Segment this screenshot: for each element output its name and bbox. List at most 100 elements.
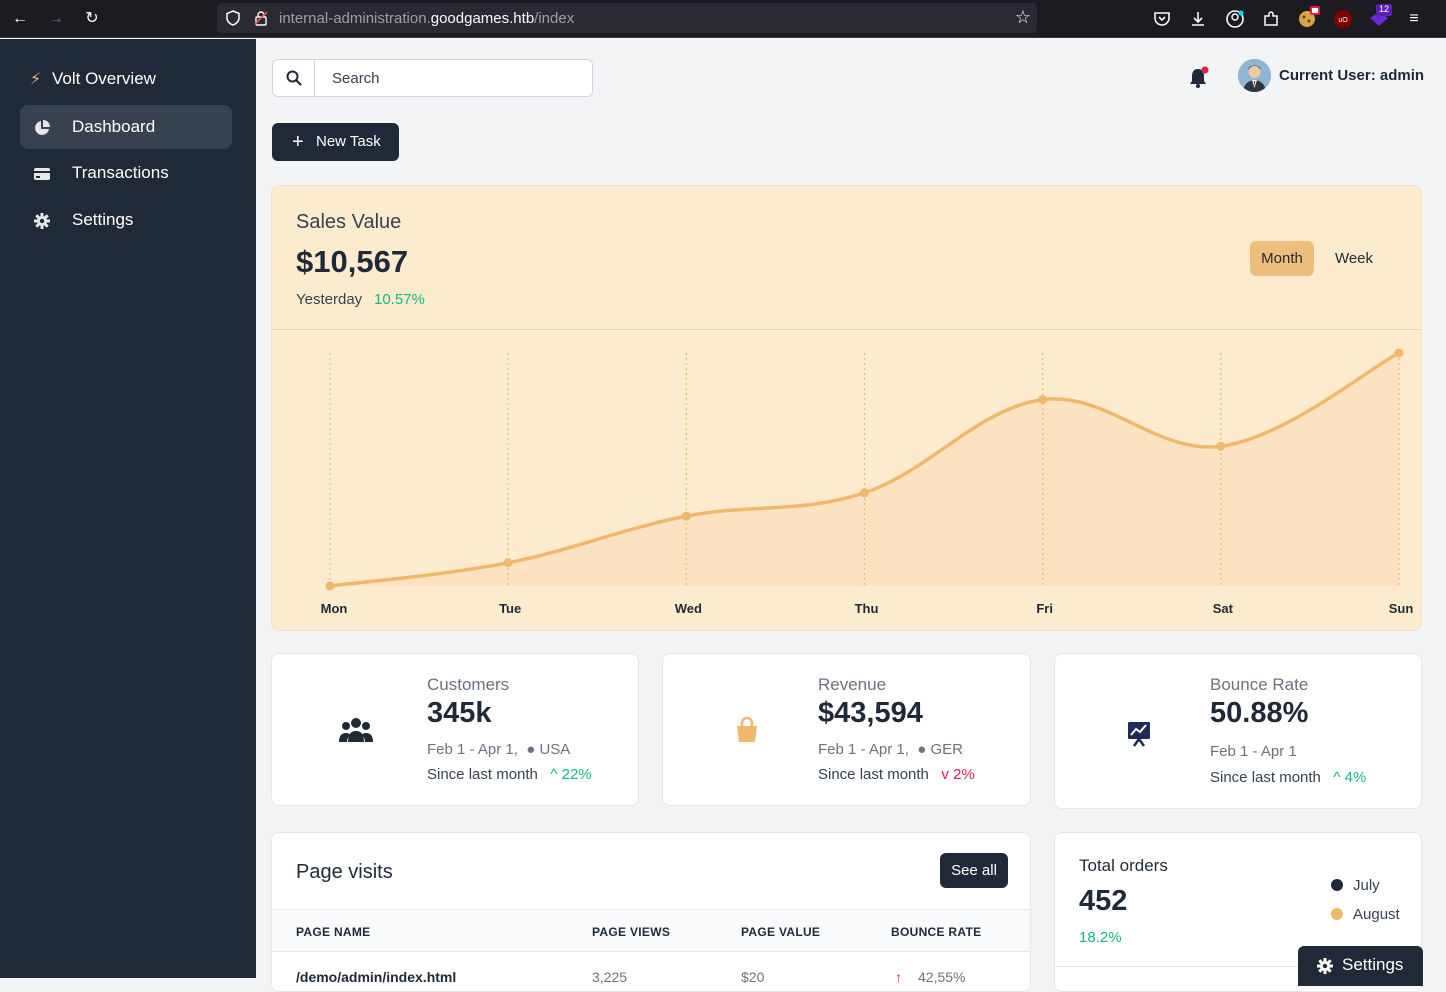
stat-title: Revenue bbox=[818, 675, 887, 694]
see-all-button[interactable]: See all bbox=[940, 853, 1008, 888]
bookmark-star-icon[interactable]: ☆ bbox=[1014, 7, 1031, 27]
lightning-bolt-icon: ⚡ bbox=[30, 71, 42, 88]
sales-title: Sales Value bbox=[296, 211, 402, 233]
sidebar-item-transactions[interactable]: Transactions bbox=[20, 151, 232, 195]
stat-title: Customers bbox=[427, 675, 510, 694]
table-cell-value: $20 bbox=[741, 969, 765, 985]
settings-floating-button[interactable]: Settings bbox=[1298, 946, 1423, 986]
sales-value: $10,567 bbox=[296, 244, 409, 279]
globe-icon: ● bbox=[917, 741, 927, 758]
forward-arrow-icon[interactable]: → bbox=[48, 10, 64, 27]
column-header: BOUNCE RATE bbox=[891, 925, 982, 939]
account-icon[interactable] bbox=[1225, 9, 1245, 29]
chevron-up-icon: ^ bbox=[550, 766, 558, 783]
sidebar-item-label: Transactions bbox=[72, 163, 169, 182]
shield-icon bbox=[226, 10, 240, 26]
brand-link[interactable]: ⚡ Volt Overview bbox=[30, 69, 156, 89]
notification-bell-icon[interactable] bbox=[1186, 66, 1210, 90]
legend-dot bbox=[1331, 879, 1343, 891]
stat-since: Since last month ^ 22% bbox=[427, 766, 592, 783]
table-header: PAGE NAME PAGE VIEWS PAGE VALUE BOUNCE R… bbox=[272, 909, 1030, 952]
ublock-icon[interactable]: uO bbox=[1333, 9, 1353, 29]
chart-point-mon bbox=[325, 581, 335, 591]
cookie-extension-icon[interactable] bbox=[1297, 6, 1321, 28]
new-task-button[interactable]: + New Task bbox=[272, 123, 399, 161]
sales-value-card: Sales Value $10,567 Yesterday 10.57% Mon… bbox=[271, 185, 1422, 631]
shopping-bag-icon bbox=[737, 716, 757, 742]
sales-period-label: Yesterday bbox=[296, 291, 363, 308]
stat-change: 22% bbox=[561, 766, 592, 783]
stat-value: $43,594 bbox=[818, 697, 923, 729]
settings-floating-label: Settings bbox=[1342, 955, 1404, 974]
month-toggle-button[interactable]: Month bbox=[1250, 241, 1314, 276]
search-box bbox=[272, 59, 593, 97]
stat-since: Since last month v 2% bbox=[818, 766, 975, 783]
stat-range: Feb 1 - Apr 1 bbox=[1210, 743, 1297, 760]
table-cell-bounce: 42,55% bbox=[918, 969, 966, 985]
pocket-icon[interactable] bbox=[1153, 10, 1171, 28]
sidebar-item-settings[interactable]: Settings bbox=[20, 198, 232, 242]
search-input[interactable] bbox=[316, 60, 586, 96]
chart-tick-label: Thu bbox=[855, 601, 879, 616]
hamburger-menu-icon[interactable]: ≡ bbox=[1409, 10, 1419, 27]
divider bbox=[272, 329, 1421, 330]
gear-icon bbox=[34, 213, 50, 229]
sidebar: ⚡ Volt Overview Dashboard Transactions Se… bbox=[0, 39, 256, 978]
sidebar-item-dashboard[interactable]: Dashboard bbox=[20, 105, 232, 149]
download-icon[interactable] bbox=[1189, 10, 1207, 28]
legend-dot bbox=[1331, 908, 1343, 920]
table-cell-page-name: /demo/admin/index.html bbox=[296, 969, 457, 985]
reload-icon[interactable]: ↻ bbox=[85, 10, 99, 27]
chart-tick-label: Sun bbox=[1389, 601, 1414, 616]
chart-point-sat bbox=[1216, 441, 1226, 451]
customers-card: Customers 345k Feb 1 - Apr 1, ● USA Sinc… bbox=[271, 653, 639, 806]
chart-tick-label: Mon bbox=[321, 601, 348, 616]
stat-change: 2% bbox=[953, 766, 975, 783]
chart-area-fill bbox=[330, 353, 1399, 586]
lock-insecure-icon[interactable] bbox=[253, 10, 269, 26]
stat-icon-box bbox=[1107, 701, 1171, 765]
divider bbox=[1055, 966, 1421, 967]
chart-point-fri bbox=[1038, 395, 1048, 405]
week-toggle-button[interactable]: Week bbox=[1334, 250, 1374, 267]
chart-point-wed bbox=[681, 511, 691, 521]
url-bar[interactable]: internal-administration.goodgames.htb/in… bbox=[217, 3, 1037, 33]
sales-chart: Mon Tue Wed Thu Fri Sat Sun bbox=[321, 348, 1414, 616]
avatar[interactable] bbox=[1238, 59, 1271, 92]
extension-badge-icon[interactable] bbox=[1368, 4, 1392, 30]
page-visits-card: Page visits See all PAGE NAME PAGE VIEWS… bbox=[271, 832, 1031, 992]
extension-badge-count: 12 bbox=[1378, 4, 1389, 14]
stat-change: 4% bbox=[1344, 769, 1367, 786]
stat-range: Feb 1 - Apr 1, ● GER bbox=[818, 741, 963, 758]
bounce-rate-card: Bounce Rate 50.88% Feb 1 - Apr 1 Since l… bbox=[1054, 653, 1422, 809]
chevron-up-icon: ^ bbox=[1333, 769, 1341, 786]
legend-item-august: August bbox=[1331, 906, 1400, 923]
svg-text:uO: uO bbox=[1338, 17, 1348, 24]
chart-point-thu bbox=[860, 488, 869, 498]
current-user-label[interactable]: Current User: admin bbox=[1279, 67, 1425, 84]
gear-icon bbox=[1317, 958, 1333, 974]
brand-label: Volt Overview bbox=[52, 69, 156, 88]
url-text[interactable]: internal-administration.goodgames.htb/in… bbox=[279, 10, 575, 27]
orders-change: 18.2% bbox=[1079, 929, 1122, 946]
stat-title: Bounce Rate bbox=[1210, 675, 1309, 694]
column-header: PAGE NAME bbox=[296, 925, 371, 939]
orders-title: Total orders bbox=[1079, 856, 1168, 875]
chart-tick-label: Fri bbox=[1036, 601, 1053, 616]
sidebar-item-label: Dashboard bbox=[72, 117, 156, 136]
column-header: PAGE VIEWS bbox=[592, 925, 671, 939]
column-header: PAGE VALUE bbox=[741, 925, 821, 939]
arrow-up-icon: ↑ bbox=[895, 969, 902, 985]
stat-value: 345k bbox=[427, 697, 492, 729]
stat-value: 50.88% bbox=[1210, 697, 1309, 729]
chart-point-sun bbox=[1394, 348, 1404, 358]
back-arrow-icon[interactable]: ← bbox=[12, 10, 28, 27]
chart-pie-icon bbox=[35, 120, 50, 135]
orders-value: 452 bbox=[1079, 885, 1128, 917]
stat-range: Feb 1 - Apr 1, ● USA bbox=[427, 741, 571, 758]
table-cell-views: 3,225 bbox=[592, 969, 628, 985]
sales-change: 10.57% bbox=[374, 291, 425, 308]
legend-item-july: July bbox=[1331, 877, 1380, 894]
search-icon[interactable] bbox=[273, 60, 315, 96]
extensions-puzzle-icon[interactable] bbox=[1262, 10, 1280, 28]
